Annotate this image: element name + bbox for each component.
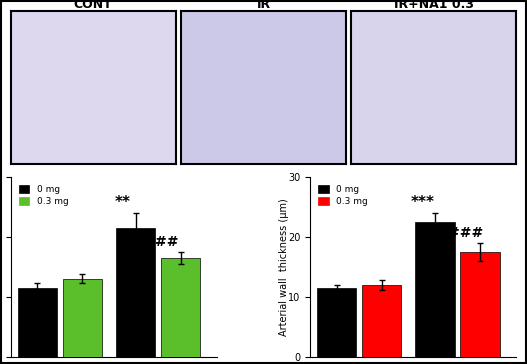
Title: IR+NA1 0.3: IR+NA1 0.3 [394, 0, 474, 11]
Legend: 0 mg, 0.3 mg: 0 mg, 0.3 mg [15, 182, 72, 210]
Bar [415, 222, 455, 357]
Bar [161, 258, 200, 357]
Title: IR: IR [257, 0, 270, 11]
Text: ***: *** [411, 195, 434, 210]
Text: ###: ### [448, 226, 483, 240]
Bar [317, 288, 356, 357]
Legend: 0 mg, 0.3 mg: 0 mg, 0.3 mg [315, 182, 372, 210]
Bar [17, 288, 57, 357]
Bar [63, 279, 102, 357]
Y-axis label: Arterial wall  thickness (μm): Arterial wall thickness (μm) [279, 198, 289, 336]
Text: ##: ## [155, 235, 178, 249]
Bar [362, 285, 401, 357]
Title: CONT: CONT [74, 0, 113, 11]
Bar [116, 228, 155, 357]
Text: **: ** [115, 195, 131, 210]
Bar [460, 252, 500, 357]
